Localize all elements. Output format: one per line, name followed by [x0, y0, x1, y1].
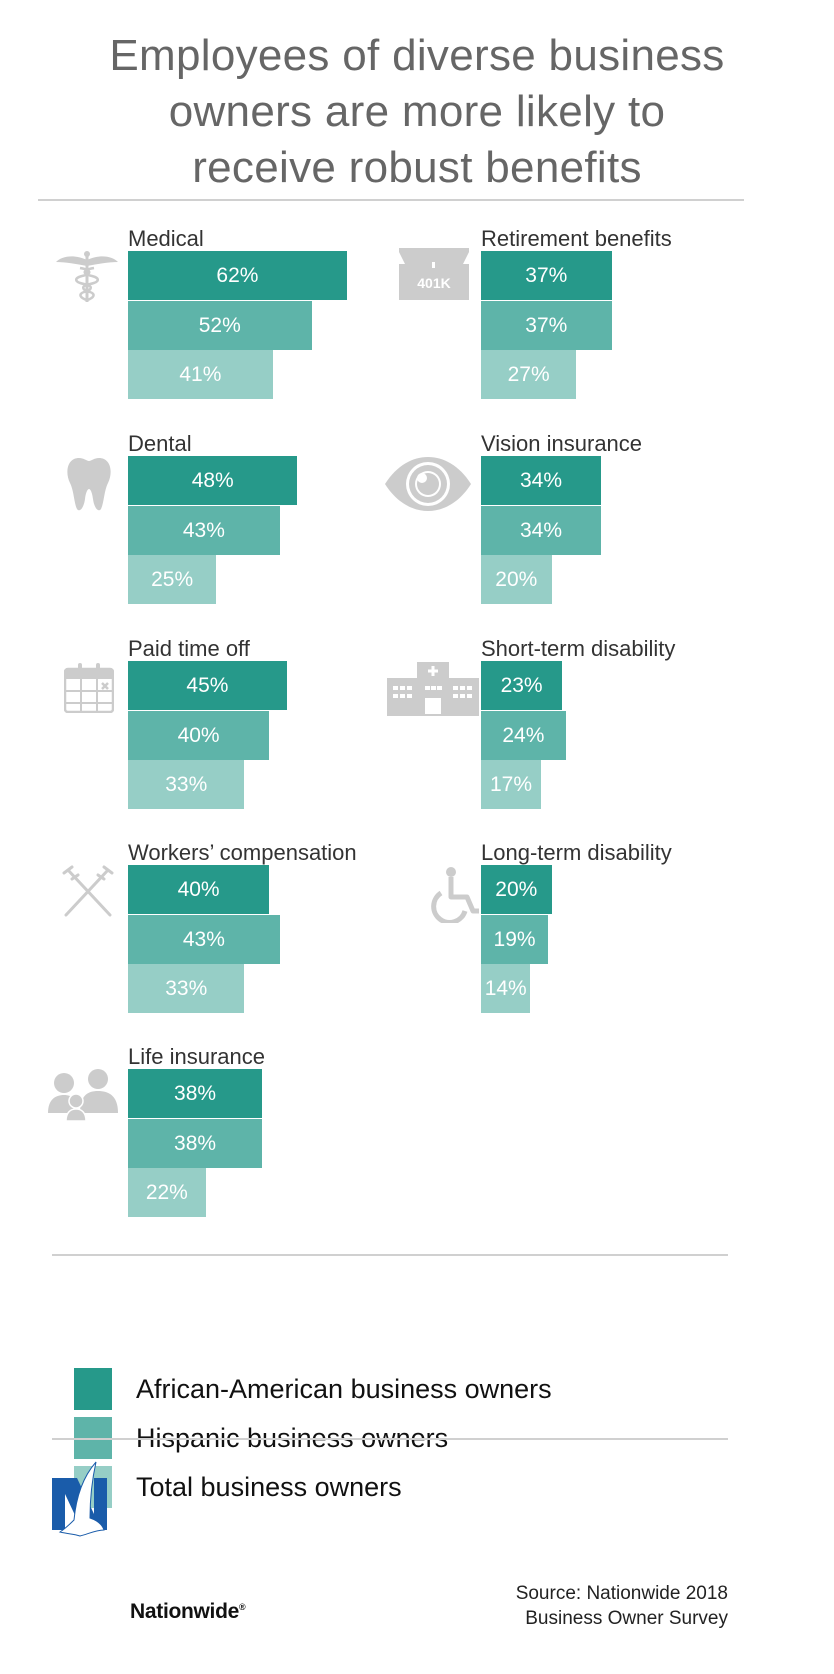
401k-icon: 401K — [399, 248, 469, 305]
bar-african-american: 48% — [128, 456, 298, 505]
legend-swatch — [74, 1368, 112, 1410]
family-icon — [48, 1069, 120, 1126]
bar-african-american: 62% — [128, 251, 347, 300]
bar-total: 25% — [128, 555, 217, 604]
page-title: Employees of diverse business owners are… — [0, 28, 834, 196]
tooth-icon — [66, 457, 112, 516]
caduceus-icon-graphic — [56, 251, 118, 302]
benefit-group-paid-time-off: Paid time off 45% 40% 33% — [40, 636, 400, 836]
bar-african-american: 37% — [481, 251, 612, 300]
benefit-group-workers-compensation: Workers’ compensation 40% 43% 33% — [40, 840, 400, 1040]
title-divider — [38, 199, 744, 201]
bar-hispanic: 43% — [128, 914, 280, 964]
401k-icon-graphic: 401K — [399, 248, 469, 300]
bar-total: 41% — [128, 350, 273, 399]
title-line: receive robust benefits — [192, 143, 642, 192]
benefit-title: Long-term disability — [481, 840, 672, 865]
benefit-title: Dental — [128, 431, 192, 456]
legend-label: African-American business owners — [136, 1374, 552, 1404]
hospital-icon — [387, 662, 479, 721]
wheelchair-icon-graphic — [431, 867, 479, 925]
benefit-title: Short-term disability — [481, 636, 676, 661]
crutches-icon — [60, 865, 116, 924]
benefit-group-short-term-disability: Short-term disability 23% 24% 17% — [387, 636, 753, 836]
tooth-icon-graphic — [67, 458, 111, 511]
benefit-group-long-term-disability: Long-term disability 20% 19% 14% — [393, 840, 753, 1040]
bar-total: 33% — [128, 964, 245, 1013]
bar-hispanic: 40% — [128, 710, 270, 760]
calendar-icon-graphic — [63, 663, 115, 714]
benefit-title: Vision insurance — [481, 431, 643, 456]
benefit-group-dental: Dental 48% 43% 25% — [40, 431, 400, 631]
bar-total: 14% — [481, 964, 531, 1013]
bar-african-american: 45% — [128, 661, 287, 710]
bar-african-american: 20% — [481, 865, 552, 914]
caduceus-icon — [56, 250, 118, 309]
bar-hispanic: 24% — [481, 710, 566, 760]
bar-hispanic: 34% — [481, 505, 602, 555]
calendar-icon — [63, 661, 115, 718]
benefit-group-retirement-benefits: 401K Retirement benefits 37% 37% 27% — [393, 226, 753, 426]
benefit-group-vision-insurance: Vision insurance 34% 34% 20% — [385, 431, 753, 631]
title-line: Employees of diverse business — [109, 31, 725, 80]
eye-icon-graphic — [385, 457, 471, 511]
wheelchair-icon — [429, 867, 481, 928]
source-note: Source: Nationwide 2018 Business Owner S… — [516, 1581, 728, 1631]
legend-divider-bottom — [52, 1438, 728, 1440]
bar-hispanic: 37% — [481, 300, 612, 350]
bar-total: 17% — [481, 760, 541, 809]
benefit-title: Retirement benefits — [481, 226, 672, 251]
benefit-title: Workers’ compensation — [128, 840, 357, 865]
family-icon-graphic — [48, 1069, 118, 1122]
benefit-title: Paid time off — [128, 636, 250, 661]
bar-african-american: 34% — [481, 456, 602, 505]
bar-total: 27% — [481, 350, 577, 399]
bar-african-american: 23% — [481, 661, 563, 710]
nationwide-eagle-logo-icon — [52, 1461, 107, 1537]
eye-icon — [385, 457, 471, 516]
bar-african-american: 40% — [128, 865, 270, 914]
benefit-title: Medical — [128, 226, 204, 251]
benefit-group-medical: Medical 62% 52% 41% — [40, 226, 400, 426]
crutches-icon-graphic — [62, 865, 114, 917]
bar-hispanic: 38% — [128, 1118, 263, 1168]
bar-hispanic: 19% — [481, 914, 549, 964]
source-line: Source: Nationwide 2018 — [515, 1583, 728, 1604]
bar-total: 20% — [481, 555, 552, 604]
source-line: Business Owner Survey — [525, 1608, 728, 1629]
svg-text:401K: 401K — [417, 275, 450, 291]
legend-label: Total business owners — [136, 1472, 402, 1502]
benefit-title: Life insurance — [128, 1044, 265, 1069]
benefit-group-life-insurance: Life insurance 38% 38% 22% — [40, 1044, 400, 1244]
bar-african-american: 38% — [128, 1069, 263, 1118]
hospital-icon-graphic — [387, 662, 479, 716]
bar-total: 22% — [128, 1168, 206, 1217]
bar-hispanic: 52% — [128, 300, 312, 350]
bar-hispanic: 43% — [128, 505, 280, 555]
registered-mark: ® — [239, 1602, 246, 1612]
bar-total: 33% — [128, 760, 245, 809]
legend-divider-top — [52, 1254, 728, 1256]
nationwide-wordmark: Nationwide® — [130, 1600, 246, 1624]
logo-text: Nationwide — [130, 1600, 240, 1623]
title-line: owners are more likely to — [168, 87, 666, 136]
